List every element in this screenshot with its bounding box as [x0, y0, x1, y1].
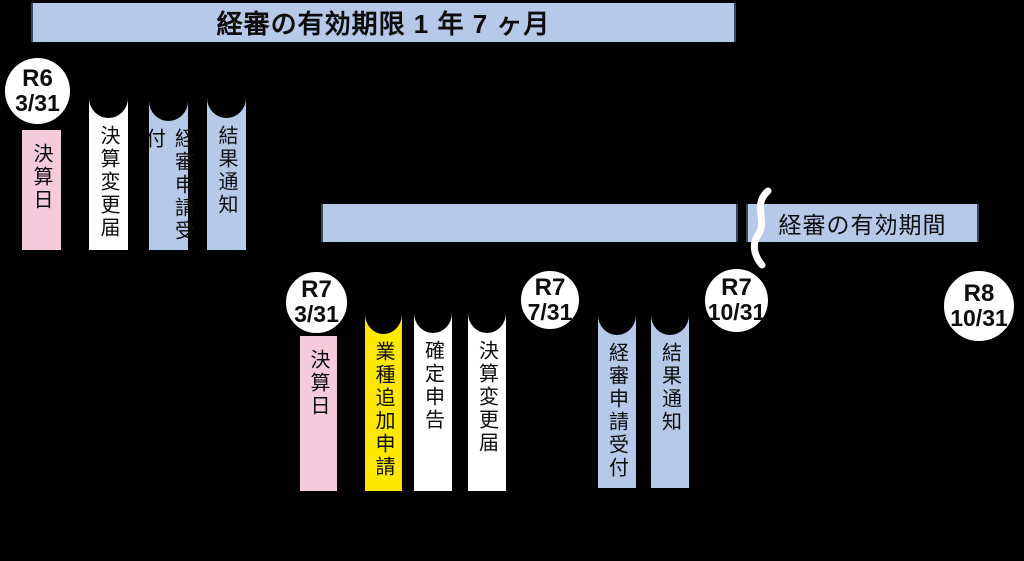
era-label: R7 [301, 276, 332, 304]
event-bar-keishin-shinsei-uketsuke-bottom: 経審申請受付 [598, 295, 636, 488]
event-bar-label: 結果通知 [658, 342, 681, 434]
event-bar-label: 決算変更届 [97, 125, 119, 240]
event-bar-label: 決算日 [307, 349, 329, 418]
validity-limit-banner: 経審の有効期限 1 年 7 ヶ月 [31, 3, 736, 42]
event-bar-kessan-henkou-todoke-top: 決算変更届 [89, 78, 128, 250]
date-circle-r7-0331: R7 3/31 [283, 269, 350, 336]
event-bar-label: 経審申請受付 [142, 128, 194, 243]
event-bar-kekka-tsuuchi-bottom: 結果通知 [651, 295, 689, 488]
event-bar-label: 経審申請受付 [605, 342, 628, 480]
era-label: R8 [963, 279, 995, 307]
date-circle-r6-0331: R6 3/31 [2, 55, 73, 127]
event-bar-kakutei-shinkoku: 確定申告 [414, 293, 452, 491]
date-circle-r7-1031: R7 10/31 [702, 266, 771, 335]
event-bar-label: 確定申告 [421, 340, 444, 432]
date-circle-r7-0731: R7 7/31 [518, 268, 582, 332]
date-label: 3/31 [15, 89, 60, 116]
date-label: 10/31 [707, 299, 766, 326]
validity-period-label: 経審の有効期間 [778, 212, 947, 238]
event-bar-label: 業種追加申請 [372, 341, 394, 479]
date-circle-r8-1031: R8 10/31 [941, 268, 1017, 344]
event-bar-kekka-tsuuchi-top: 結果通知 [207, 78, 246, 250]
era-label: R7 [721, 274, 752, 302]
validity-period-bar-segment-1 [321, 204, 738, 242]
event-bar-kessanbi-bottom: 決算日 [300, 336, 337, 491]
era-label: R6 [22, 64, 53, 92]
era-label: R7 [534, 273, 566, 301]
validity-limit-label: 経審の有効期限 1 年 7 ヶ月 [216, 9, 551, 39]
date-label: 10/31 [950, 304, 1008, 331]
date-label: 3/31 [294, 301, 339, 328]
break-squiggle-icon [750, 187, 772, 269]
event-bar-label: 決算変更届 [475, 340, 498, 455]
validity-period-bar-segment-2: 経審の有効期間 [746, 204, 979, 242]
event-bar-label: 結果通知 [215, 125, 237, 217]
event-bar-label: 決算日 [30, 143, 52, 212]
event-bar-kessanbi-top: 決算日 [22, 130, 61, 250]
event-bar-kessan-henkou-todoke-bottom: 決算変更届 [468, 293, 506, 491]
event-bar-gyoushu-tsuika-shinsei: 業種追加申請 [365, 294, 402, 491]
event-bar-keishin-shinsei-uketsuke-top: 経審申請受付 [143, 81, 194, 250]
date-label: 7/31 [527, 298, 573, 325]
